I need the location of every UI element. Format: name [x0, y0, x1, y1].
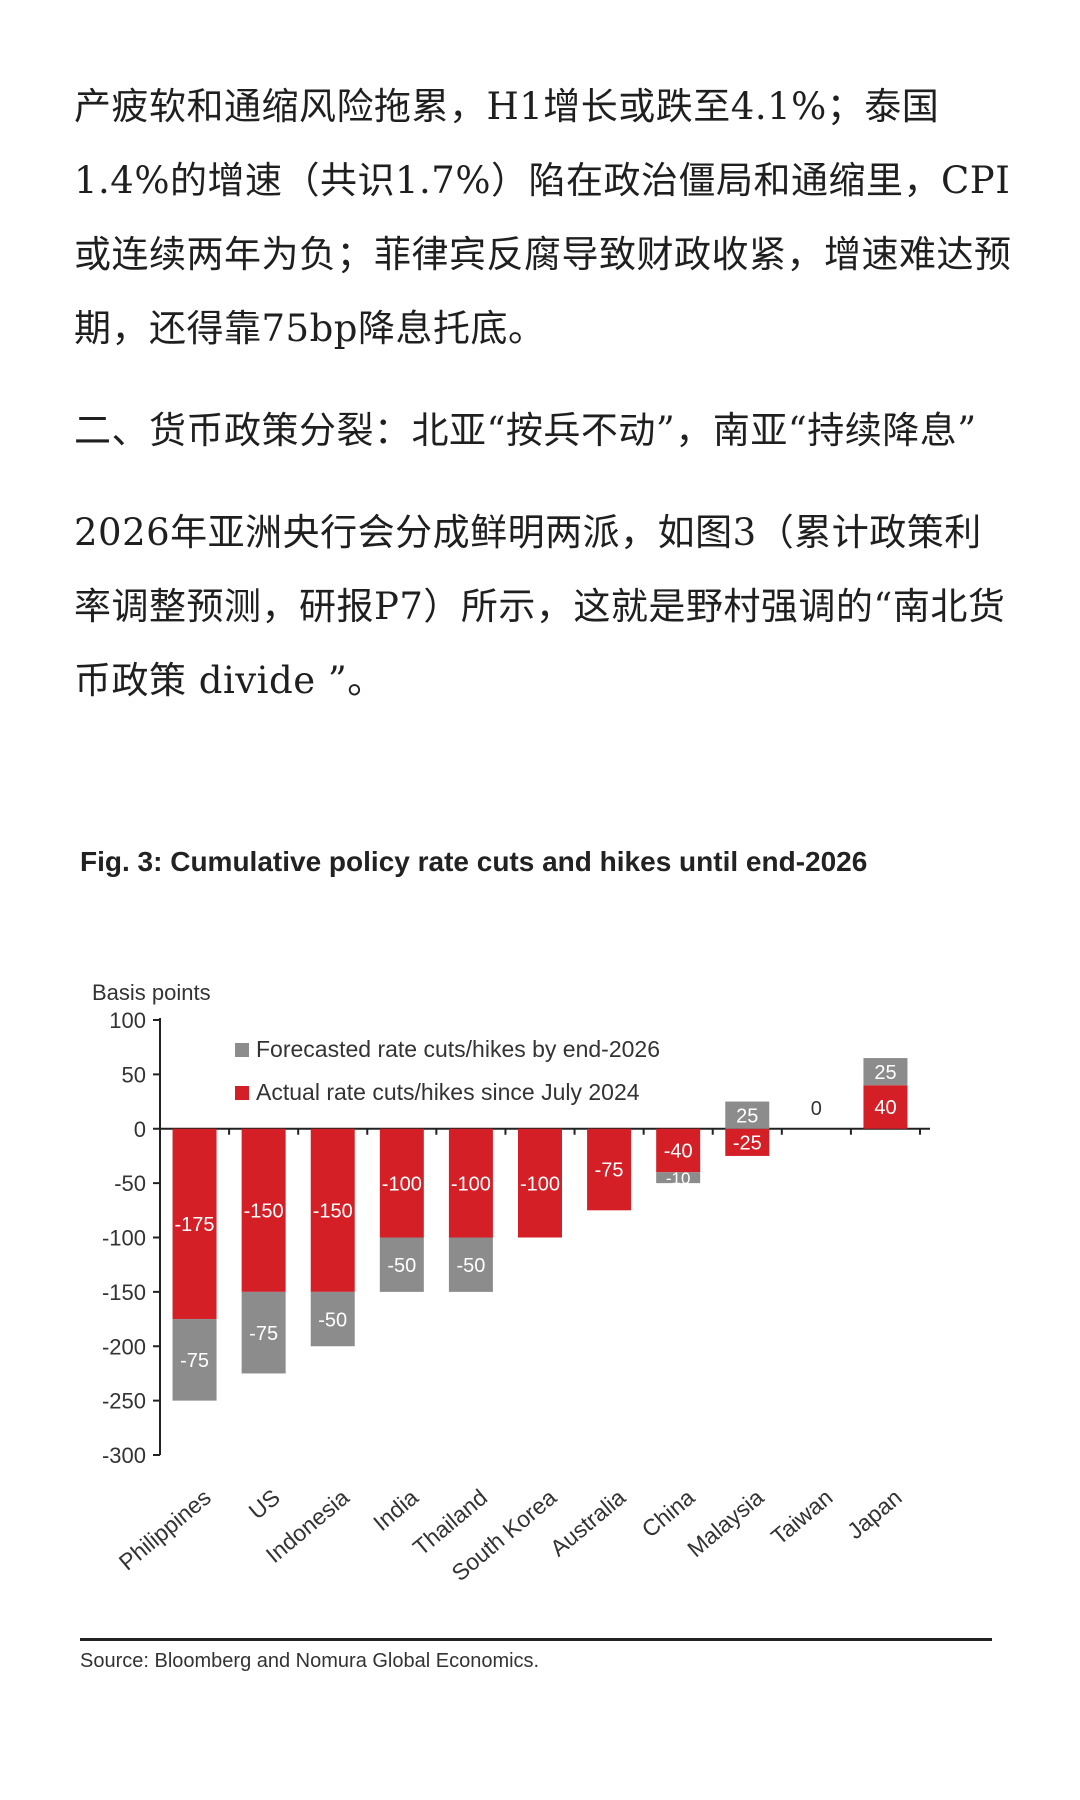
paragraph-1: 产疲软和通缩风险拖累，H1增长或跌至4.1%；泰国1.4%的增速（共识1.7%）…: [74, 85, 1012, 350]
y-tick-label: -100: [102, 1226, 146, 1251]
y-tick-label: 0: [134, 1117, 146, 1142]
data-label: 0: [811, 1098, 822, 1120]
bar-forecast-us: [241, 1291, 286, 1374]
data-label: -50: [318, 1309, 347, 1331]
data-label: -150: [313, 1201, 353, 1223]
data-label: -100: [382, 1173, 422, 1195]
data-label: -75: [249, 1323, 278, 1345]
data-label: -50: [387, 1255, 416, 1277]
data-label: -75: [180, 1350, 209, 1372]
x-tick-label: Malaysia: [682, 1484, 768, 1562]
y-tick-label: -200: [102, 1334, 146, 1359]
data-label: -10: [666, 1169, 691, 1188]
data-label: -100: [451, 1173, 491, 1195]
bar-actual-australia: [587, 1128, 632, 1211]
bar-actual-south-korea: [518, 1128, 562, 1238]
x-tick-label: India: [368, 1484, 423, 1536]
bar-forecast-indonesia: [310, 1291, 355, 1347]
section-heading: 二、货币政策分裂：北亚“按兵不动”，南亚“持续降息”: [74, 409, 977, 452]
bar-actual-indonesia: [310, 1128, 355, 1292]
y-tick-label: 50: [122, 1062, 146, 1087]
bar-actual-thailand: [448, 1128, 493, 1238]
x-tick-label: US: [244, 1484, 285, 1524]
y-tick-label: -50: [114, 1171, 146, 1196]
data-label: 25: [736, 1105, 758, 1127]
y-axis-label: Basis points: [92, 980, 211, 1005]
bar-forecast-india: [379, 1237, 424, 1292]
bar-actual-china: [656, 1128, 701, 1173]
data-label: -175: [175, 1214, 215, 1236]
x-tick-label: Philippines: [114, 1484, 216, 1575]
x-tick-label: China: [637, 1484, 700, 1543]
bar-forecast-malaysia: [725, 1101, 770, 1129]
bar-actual-india: [379, 1128, 424, 1238]
bar-forecast-thailand: [448, 1237, 493, 1292]
bar-forecast-china: [656, 1172, 701, 1184]
figure-title: Fig. 3: Cumulative policy rate cuts and …: [80, 846, 868, 877]
figure-source: Source: Bloomberg and Nomura Global Econ…: [80, 1650, 540, 1672]
y-tick-label: 100: [109, 1008, 146, 1033]
bar-actual-philippines: [172, 1128, 217, 1320]
bar-forecast-philippines: [172, 1319, 217, 1401]
legend-swatch: [235, 1043, 249, 1057]
data-label: -25: [733, 1133, 762, 1155]
legend-entry: Forecasted rate cuts/hikes by end-2026: [256, 1036, 660, 1062]
article-body: 产疲软和通缩风险拖累，H1增长或跌至4.1%；泰国1.4%的增速（共识1.7%）…: [74, 70, 1014, 746]
data-label: -50: [456, 1255, 485, 1277]
y-tick-label: -150: [102, 1280, 146, 1305]
bar-actual-us: [241, 1128, 286, 1292]
bar-forecast-japan: [863, 1058, 908, 1086]
data-label: 25: [874, 1062, 896, 1084]
figure-3[interactable]: Fig. 3: Cumulative policy rate cuts and …: [70, 830, 1015, 1700]
y-tick-label: -300: [102, 1443, 146, 1468]
legend-entry: Actual rate cuts/hikes since July 2024: [256, 1079, 640, 1105]
paragraph-2: 2026年亚洲央行会分成鲜明两派，如图3（累计政策利率调整预测，研报P7）所示，…: [74, 511, 1006, 702]
bar-actual-japan: [863, 1085, 908, 1129]
data-label: -150: [244, 1201, 284, 1223]
legend-swatch: [235, 1086, 249, 1100]
data-label: -100: [520, 1173, 560, 1195]
x-tick-label: Japan: [842, 1484, 907, 1544]
data-label: -75: [595, 1160, 624, 1182]
x-tick-label: Taiwan: [766, 1484, 838, 1550]
data-label: 40: [874, 1097, 896, 1119]
bar-actual-malaysia: [725, 1128, 770, 1156]
x-tick-label: Australia: [545, 1484, 630, 1562]
bar-chart: Basis points100500-50-100-150-200-250-30…: [92, 980, 930, 1586]
y-tick-label: -250: [102, 1389, 146, 1414]
data-label: -40: [664, 1141, 693, 1163]
source-divider: [80, 1638, 992, 1641]
